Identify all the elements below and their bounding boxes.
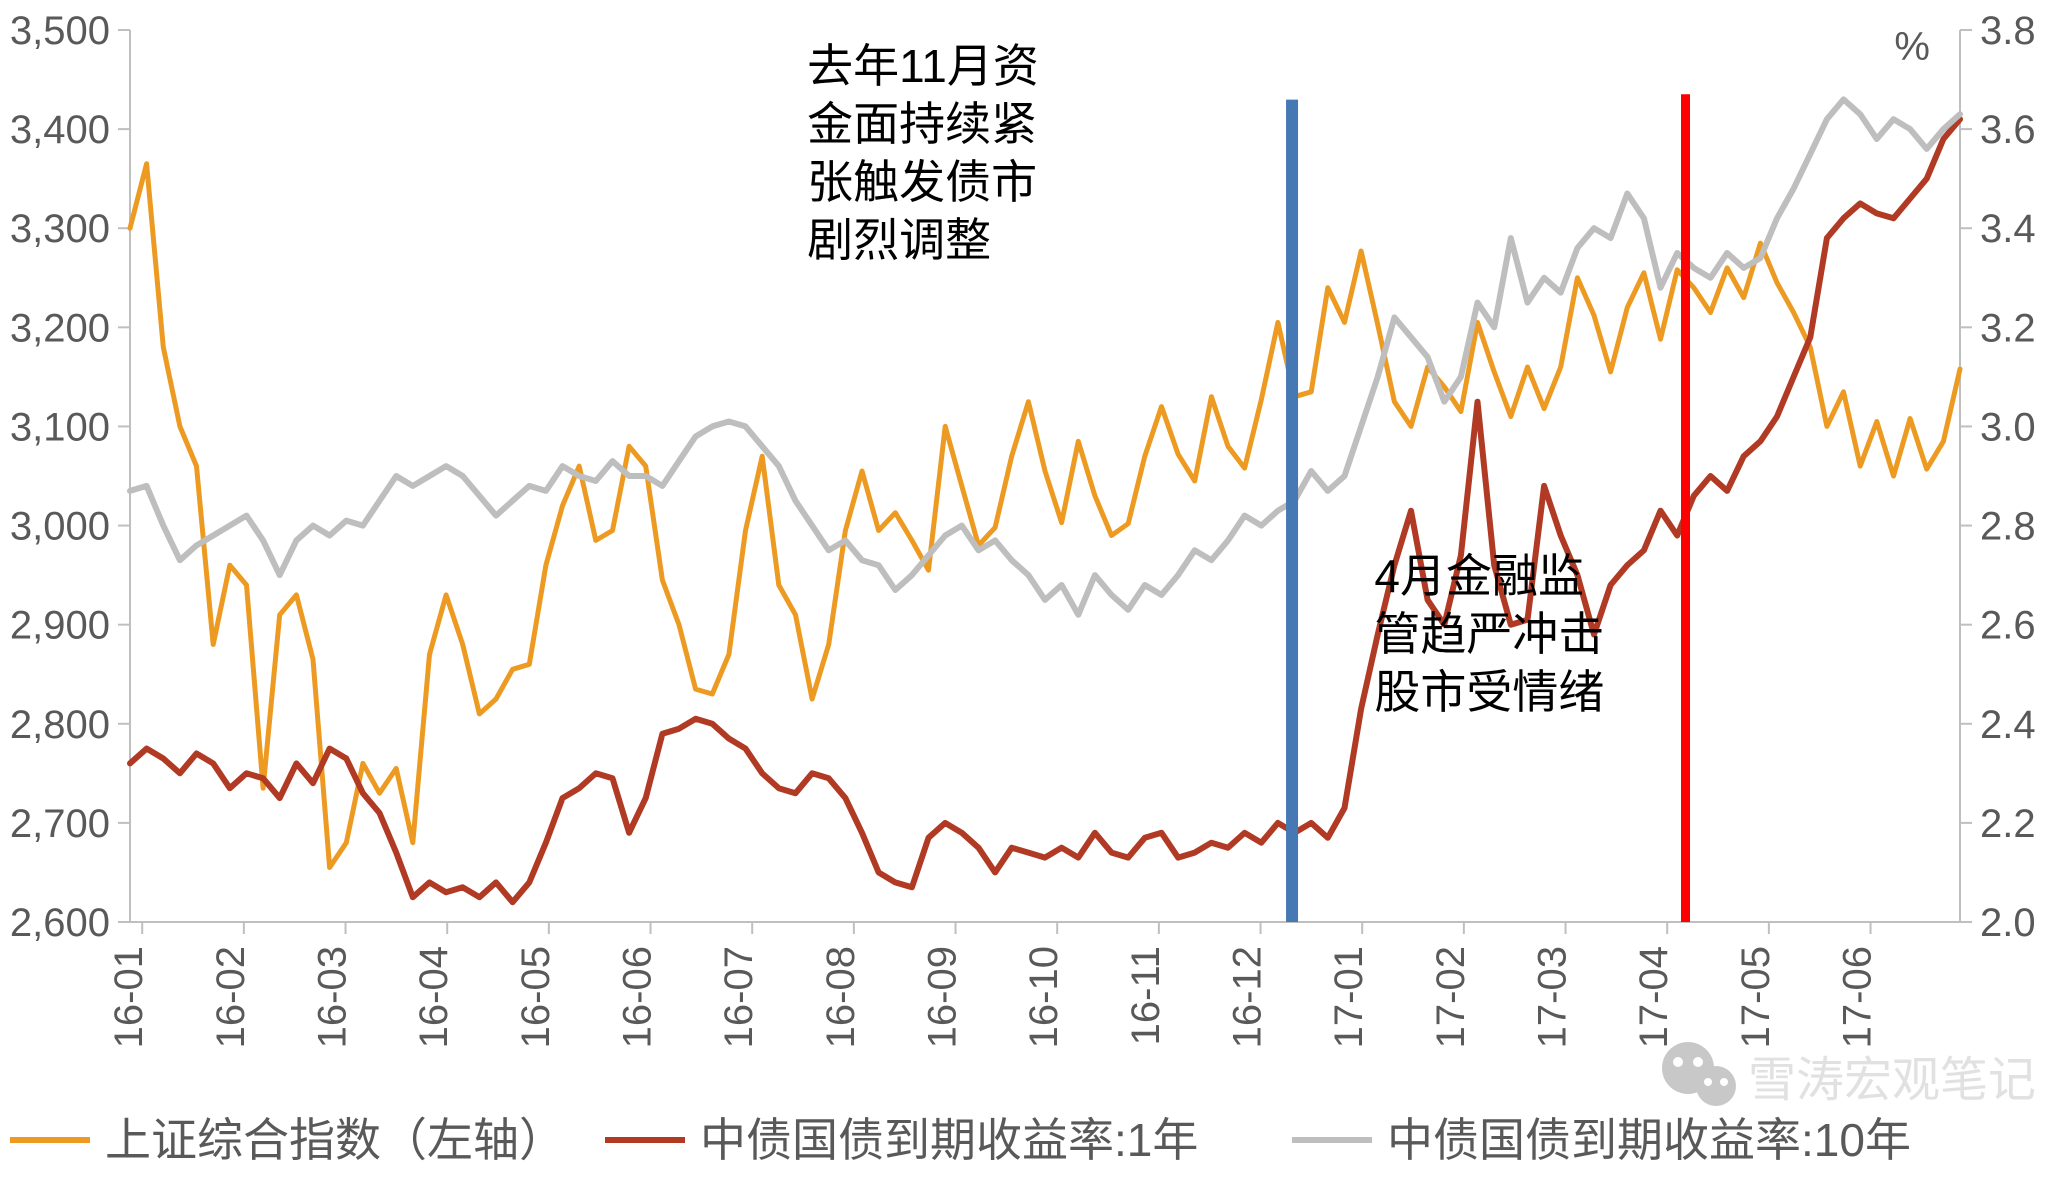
xtick-label: 16-03	[311, 946, 355, 1048]
ytick-right-label: 2.6	[1980, 604, 2036, 648]
xtick-label: 16-05	[514, 946, 558, 1048]
ytick-right-label: 3.8	[1980, 9, 2036, 53]
annotation-ann1: 去年11月资金面持续紧张触发债市剧烈调整	[807, 40, 1039, 266]
annotation-line: 管趋严冲击	[1374, 608, 1604, 660]
chart-svg: 2,600 2,700 2,800 2,900 3,000 3,100 3,200 3,300…	[0, 0, 2064, 1185]
wechat-icon-eye	[1673, 1057, 1683, 1067]
watermark-text: 雪涛宏观笔记	[1748, 1054, 2036, 1107]
ytick-left-label: 3,400	[10, 108, 110, 152]
wechat-icon-eye	[1720, 1078, 1728, 1086]
ytick-right-label: 2.8	[1980, 505, 2036, 549]
right-axis-unit: %	[1894, 25, 1930, 69]
chart-container: 2,600 2,700 2,800 2,900 3,000 3,100 3,200 3,300…	[0, 0, 2064, 1185]
xtick-label: 17-06	[1836, 946, 1880, 1048]
ytick-left-label: 3,300	[10, 207, 110, 251]
xtick-label: 16-10	[1022, 946, 1066, 1048]
xtick-label: 17-05	[1734, 946, 1778, 1048]
xtick-label: 16-09	[921, 946, 965, 1048]
annotation-line: 张触发债市	[807, 156, 1037, 208]
annotation-ann2: 4月金融监管趋严冲击股市受情绪	[1374, 550, 1604, 718]
ytick-left-label: 2,900	[10, 604, 110, 648]
ytick-left-label: 3,100	[10, 405, 110, 449]
xtick-label: 17-03	[1531, 946, 1575, 1048]
annotation-line: 剧烈调整	[807, 214, 991, 266]
ytick-right-label: 2.0	[1980, 901, 2036, 945]
ytick-right-label: 3.0	[1980, 405, 2036, 449]
ytick-right-label: 3.6	[1980, 108, 2036, 152]
ytick-left-label: 3,500	[10, 9, 110, 53]
xtick-label: 16-12	[1226, 946, 1270, 1048]
xtick-label: 16-01	[107, 946, 151, 1048]
wechat-icon	[1696, 1066, 1736, 1106]
xtick-label: 16-07	[717, 946, 761, 1048]
ytick-left-label: 2,700	[10, 802, 110, 846]
ytick-left-label: 3,200	[10, 306, 110, 350]
xtick-label: 16-11	[1124, 946, 1168, 1045]
xtick-label: 16-08	[819, 946, 863, 1048]
ytick-right-label: 2.2	[1980, 802, 2036, 846]
ytick-right-label: 2.4	[1980, 703, 2036, 747]
annotation-line: 去年11月资	[807, 40, 1039, 92]
annotation-line: 股市受情绪	[1374, 666, 1604, 718]
annotation-line: 金面持续紧	[807, 98, 1037, 150]
ytick-right-label: 3.2	[1980, 306, 2036, 350]
ytick-left-label: 2,600	[10, 901, 110, 945]
xtick-label: 17-04	[1632, 946, 1676, 1048]
ytick-right-label: 3.4	[1980, 207, 2036, 251]
watermark: 雪涛宏观笔记	[1662, 1042, 2036, 1107]
ytick-left-label: 2,800	[10, 703, 110, 747]
legend-label: 上证综合指数（左轴）	[105, 1114, 565, 1166]
annotation-line: 4月金融监	[1374, 550, 1584, 602]
legend-label: 中债国债到期收益率:1年	[700, 1114, 1198, 1166]
xtick-label: 17-02	[1429, 946, 1473, 1048]
xtick-label: 16-06	[616, 946, 660, 1048]
xtick-label: 16-02	[209, 946, 253, 1048]
wechat-icon-eye	[1693, 1057, 1703, 1067]
legend-label: 中债国债到期收益率:10年	[1387, 1114, 1911, 1166]
xtick-label: 16-04	[412, 946, 456, 1048]
ytick-left-label: 3,000	[10, 505, 110, 549]
xtick-label: 17-01	[1327, 946, 1371, 1048]
wechat-icon-eye	[1704, 1078, 1712, 1086]
